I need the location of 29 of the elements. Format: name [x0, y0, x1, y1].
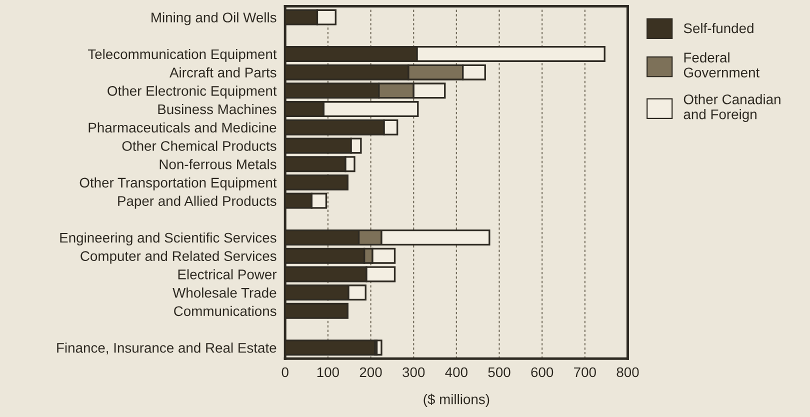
- y-tick-label: Other Transportation Equipment: [80, 177, 277, 190]
- legend-label: Other Canadian and Foreign: [684, 94, 780, 122]
- x-tick-label: 300: [402, 367, 425, 378]
- y-tick-label: Wholesale Trade: [172, 288, 276, 298]
- y-tick-label: Other Electronic Equipment: [108, 86, 277, 99]
- x-tick-label: 700: [574, 367, 596, 378]
- y-tick-label: Mining and Oil Wells: [152, 12, 276, 26]
- y-tick-label: Business Machines: [158, 104, 276, 114]
- y-tick-label: Other Chemical Products: [122, 140, 276, 151]
- y-tick-label: Electrical Power: [178, 269, 277, 280]
- x-tick-label: 100: [317, 367, 339, 378]
- y-tick-label: Communications: [174, 306, 276, 316]
- legend-label: Federal Government: [684, 52, 760, 78]
- y-tick-label: Finance, Insurance and Real Estate: [57, 342, 276, 354]
- x-axis-title: ($ millions): [424, 394, 490, 407]
- x-tick-label: 600: [531, 367, 554, 378]
- y-tick-label: Non-ferrous Metals: [160, 159, 276, 170]
- x-tick-label: 500: [488, 367, 510, 378]
- x-tick-label: 0: [282, 367, 288, 378]
- y-tick-label: Aircraft and Parts: [170, 67, 276, 78]
- y-tick-label: Pharmaceuticals and Medicine: [88, 122, 276, 133]
- legend-label: Self-funded: [684, 22, 754, 34]
- y-tick-label: Computer and Related Services: [80, 250, 276, 264]
- x-tick-label: 400: [445, 367, 468, 378]
- x-tick-label: 800: [616, 367, 639, 378]
- y-tick-label: Telecommunication Equipment: [88, 48, 277, 62]
- x-tick-label: 200: [360, 367, 382, 378]
- y-tick-label: Engineering and Scientific Services: [60, 232, 276, 246]
- y-tick-label: Paper and Allied Products: [118, 196, 276, 209]
